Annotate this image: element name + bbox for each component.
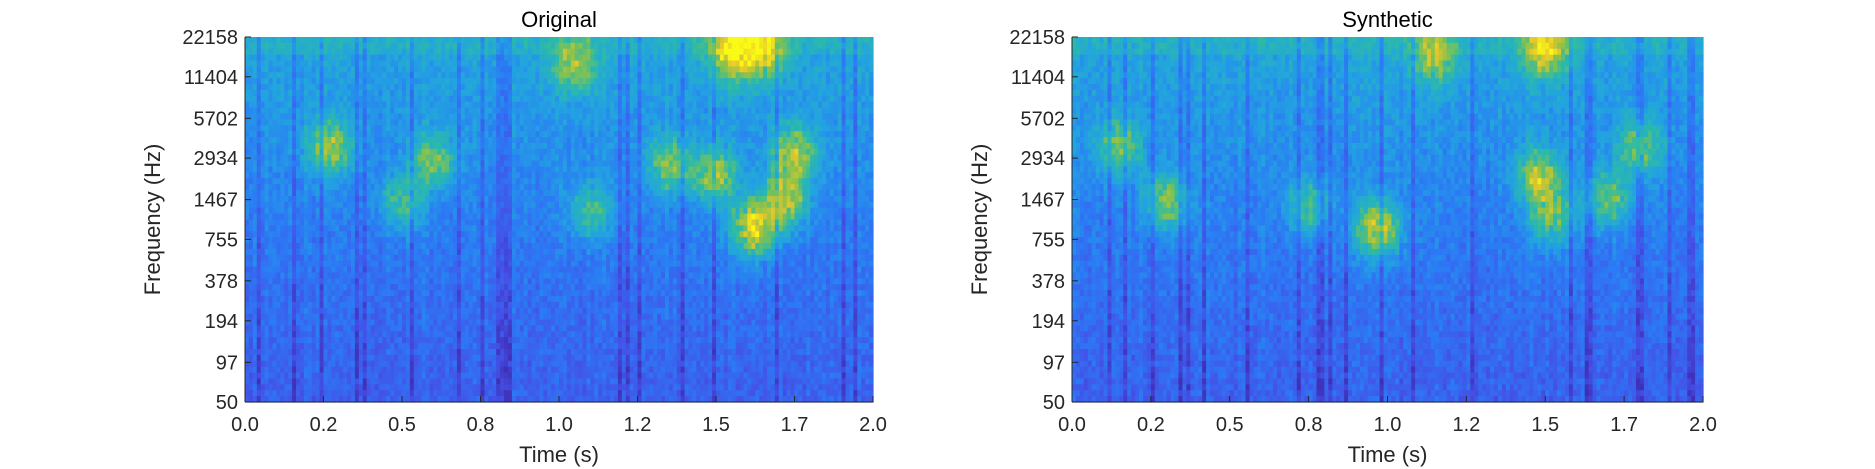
y-tick-label: 755 [1032, 229, 1065, 251]
y-tick-label: 1467 [1021, 190, 1066, 212]
y-tick-label: 1467 [194, 190, 239, 212]
x-tick-label: 0.2 [1137, 414, 1165, 436]
y-tick-label: 97 [216, 352, 238, 374]
y-tick-label: 2934 [1021, 148, 1066, 170]
chart-title: Synthetic [1342, 7, 1433, 32]
x-tick-label: 1.5 [702, 414, 730, 436]
y-tick-label: 50 [1043, 392, 1065, 414]
y-tick-label: 11404 [1011, 67, 1065, 89]
y-tick-label: 194 [205, 311, 238, 333]
x-tick-label: 0.8 [1295, 414, 1323, 436]
y-tick-label: 50 [216, 392, 238, 414]
x-tick-label: 1.7 [1610, 414, 1638, 436]
y-tick-label: 378 [1032, 271, 1065, 293]
x-tick-label: 1.2 [624, 414, 652, 436]
spectrogram-panel-1: 0.0 0.2 0.5 0.8 1.0 1.2 1.5 1.7 2.0 50 97 194 378 755… [967, 7, 1717, 467]
spectrogram-panel-0: 0.0 0.2 0.5 0.8 1.0 1.2 1.5 1.7 2.0 50 97 194 378 755… [140, 7, 887, 467]
y-tick-label: 22158 [1009, 27, 1065, 49]
y-tick-label: 11404 [184, 67, 238, 89]
y-tick-label: 2934 [194, 148, 239, 170]
y-tick-label: 5702 [1021, 108, 1066, 130]
y-axis-label: Frequency (Hz) [140, 144, 165, 296]
spectrogram-heatmap [1072, 37, 1704, 403]
y-tick-label: 5702 [194, 108, 239, 130]
y-tick-label: 22158 [182, 27, 238, 49]
y-tick-label: 378 [205, 271, 238, 293]
spectrogram-heatmap [245, 37, 874, 403]
x-tick-label: 2.0 [1689, 414, 1717, 436]
x-axis-label: Time (s) [1348, 442, 1428, 467]
x-tick-label: 0.5 [1216, 414, 1244, 436]
y-tick-label: 97 [1043, 352, 1065, 374]
x-tick-label: 1.0 [545, 414, 573, 436]
chart-title: Original [521, 7, 597, 32]
x-tick-label: 1.2 [1452, 414, 1480, 436]
x-tick-label: 0.8 [467, 414, 495, 436]
x-tick-label: 0.0 [231, 414, 259, 436]
x-tick-label: 1.5 [1531, 414, 1559, 436]
y-axis-label: Frequency (Hz) [967, 144, 992, 296]
y-tick-label: 755 [205, 229, 238, 251]
x-tick-label: 1.0 [1374, 414, 1402, 436]
x-tick-label: 2.0 [859, 414, 887, 436]
y-tick-label: 194 [1032, 311, 1065, 333]
x-tick-label: 0.5 [388, 414, 416, 436]
x-tick-label: 0.0 [1058, 414, 1086, 436]
x-axis-label: Time (s) [519, 442, 599, 467]
x-tick-label: 0.2 [310, 414, 338, 436]
x-tick-label: 1.7 [781, 414, 809, 436]
